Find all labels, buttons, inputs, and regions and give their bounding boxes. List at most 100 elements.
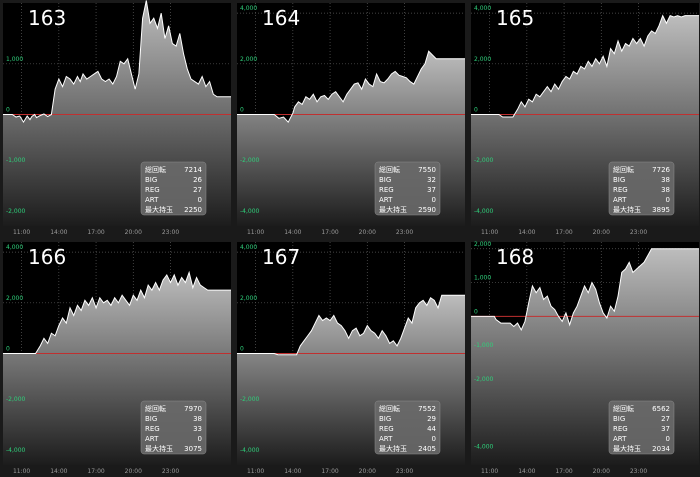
stats-label: 総回転 [379,165,400,174]
stats-label: ART [379,196,393,204]
x-tick-label: 14:00 [518,468,535,475]
y-tick-label: 0 [6,346,10,353]
series-line [237,50,465,123]
y-tick-label: -2,000 [240,396,260,403]
stats-value: 7214 [184,166,202,174]
stats-box [374,161,441,216]
stats-value: 7550 [418,166,436,174]
x-tick-label: 20:00 [593,229,610,236]
stats-label: BIG [613,415,625,423]
y-tick-label: 1,000 [474,275,491,282]
stats-value: 27 [193,186,202,194]
y-tick-label: 4,000 [474,5,491,12]
stats-value: 7970 [184,405,202,413]
stats-value: 0 [432,196,436,204]
chart-title: 163 [28,6,66,30]
stats-value: 2590 [418,206,436,214]
stats-label: REG [613,425,628,433]
stats-value: 6562 [652,405,670,413]
x-tick-label: 20:00 [359,468,376,475]
stats-label: REG [379,425,394,433]
x-tick-label: 14:00 [518,229,535,236]
x-tick-label: 23:00 [162,468,179,475]
y-tick-label: -2,000 [474,376,494,383]
x-tick-label: 14:00 [284,229,301,236]
stats-value: 32 [427,176,436,184]
x-tick-label: 11:00 [247,229,264,236]
chart-svg: 4,000 2,000 0 -2,000 -4,000 11:00 14:00 17:00 20… [471,3,699,236]
x-tick-label: 17:00 [321,229,338,236]
stats-label: 総回転 [379,404,400,413]
y-tick-label: 2,000 [474,56,491,63]
series-line [237,294,465,356]
stats-value: 0 [198,435,202,443]
x-tick-label: 20:00 [593,468,610,475]
y-tick-label: -2,000 [6,208,26,215]
stats-value: 2250 [184,206,202,214]
x-tick-label: 17:00 [87,229,104,236]
chart-title: 165 [496,6,534,30]
y-tick-label: -4,000 [474,443,494,450]
x-tick-label: 23:00 [396,229,413,236]
x-tick-label: 14:00 [50,468,67,475]
stats-label: 最大持玉 [613,444,641,453]
stats-label: REG [145,186,160,194]
stats-value: 44 [427,425,436,433]
chart-panel: 1,000 0 -1,000 -2,000 11:00 14:00 17:00 20:00 23… [0,0,231,236]
stats-value: 2034 [652,445,670,453]
stats-value: 0 [666,196,670,204]
y-tick-label: 2,000 [240,56,257,63]
stats-label: 最大持玉 [379,444,407,453]
y-tick-label: -2,000 [474,157,494,164]
y-tick-label: 2,000 [474,241,491,248]
chart-svg: 2,000 1,000 0 -1,000 -2,000 -4,000 11:00 14:00 1… [471,241,699,475]
chart-svg: 4,000 2,000 0 -2,000 -4,000 11:00 14:00 17:00 20… [3,242,231,475]
y-tick-label: 0 [240,107,244,114]
stats-value: 2405 [418,445,436,453]
x-tick-label: 11:00 [13,229,30,236]
stats-label: REG [145,425,160,433]
x-tick-label: 23:00 [630,468,647,475]
y-tick-label: 0 [6,107,10,114]
chart-panel: 4,000 2,000 0 -2,000 -4,000 11:00 14:00 17:00 20… [234,239,465,475]
y-tick-label: 4,000 [6,244,23,251]
chart-panel: 2,000 1,000 0 -1,000 -2,000 -4,000 11:00 14:00 1… [468,239,699,475]
stats-label: 総回転 [613,404,634,413]
y-tick-label: -4,000 [474,208,494,215]
stats-value: 33 [193,425,202,433]
x-tick-label: 11:00 [481,468,498,475]
stats-label: REG [379,186,394,194]
stats-label: BIG [379,176,391,184]
chart-panel: 4,000 2,000 0 -2,000 -4,000 11:00 14:00 17:00 20… [468,0,699,236]
stats-box [608,161,675,216]
chart-svg: 1,000 0 -1,000 -2,000 11:00 14:00 17:00 20:00 23… [3,0,231,236]
stats-value: 27 [661,415,670,423]
x-tick-label: 23:00 [396,468,413,475]
chart-panel: 4,000 2,000 0 -2,000 -4,000 11:00 14:00 17:00 20… [234,0,465,236]
stats-box [608,400,675,455]
stats-label: BIG [613,176,625,184]
y-tick-label: -2,000 [6,396,26,403]
series-line [3,0,231,124]
stats-label: 最大持玉 [145,444,173,453]
x-tick-label: 14:00 [284,468,301,475]
chart-title: 167 [262,245,300,269]
stats-label: 最大持玉 [379,205,407,214]
stats-value: 7726 [652,166,670,174]
y-tick-label: 2,000 [6,295,23,302]
stats-value: 37 [427,186,436,194]
y-tick-label: 1,000 [6,56,23,63]
stats-label: ART [379,435,393,443]
x-tick-label: 20:00 [359,229,376,236]
y-tick-label: 4,000 [240,244,257,251]
y-tick-label: -4,000 [240,208,260,215]
stats-label: REG [613,186,628,194]
x-tick-label: 11:00 [247,468,264,475]
y-tick-label: 4,000 [240,5,257,12]
chart-panel: 4,000 2,000 0 -2,000 -4,000 11:00 14:00 17:00 20… [0,239,231,475]
y-tick-label: 2,000 [240,295,257,302]
x-tick-label: 17:00 [87,468,104,475]
chart-title: 166 [28,245,66,269]
stats-value: 26 [193,176,202,184]
